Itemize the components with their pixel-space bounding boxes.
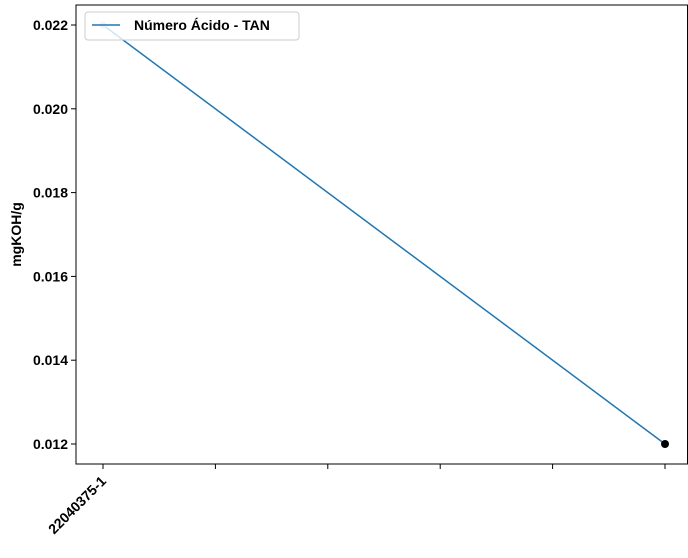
legend-box (84, 11, 300, 41)
y-tick-label: 0.014 (33, 352, 68, 368)
y-tick-label: 0.018 (33, 185, 68, 201)
y-tick-label: 0.020 (33, 101, 68, 117)
legend-label: Número Ácido - TAN (134, 17, 270, 33)
series-line (102, 24, 666, 445)
data-point-end (661, 440, 669, 448)
y-tick-label: 0.012 (33, 436, 68, 452)
x-tick-label: 22040375-1 (45, 473, 109, 537)
y-axis-label: mgKOH/g (8, 202, 24, 267)
y-tick-label: 0.016 (33, 268, 68, 284)
y-tick-label: 0.022 (33, 17, 68, 33)
legend: Número Ácido - TAN (84, 11, 300, 41)
